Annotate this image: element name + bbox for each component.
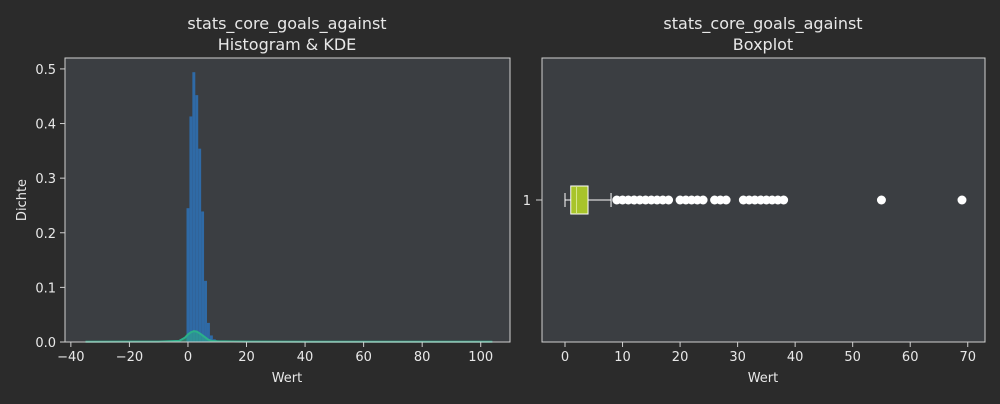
boxplot-elements [564,185,612,215]
histogram-bar [192,72,196,342]
boxplot-title-line1: stats_core_goals_against [663,14,862,34]
histogram-x-ticks: −40 −20 0 20 40 60 80 100 [57,342,493,365]
x-tick-label: 40 [297,350,314,365]
outlier-point [664,195,674,205]
histogram-y-label: Dichte [15,179,30,221]
outlier-point [721,195,731,205]
x-tick-label: 20 [238,350,255,365]
histogram-y-ticks: 0.0 0.1 0.2 0.3 0.4 0.5 [35,63,65,351]
histogram-x-label: Wert [272,371,303,386]
y-tick-label: 0.1 [35,281,56,296]
outlier-point [698,195,708,205]
x-tick-label: 40 [787,350,804,365]
x-tick-label: 60 [902,350,919,365]
histogram-bar [198,148,202,342]
y-tick-label: 0.2 [35,227,56,242]
histogram-panel: stats_core_goals_against Histogram & KDE… [15,14,511,386]
y-tick-label: 0.3 [35,172,56,187]
boxplot-frame [541,57,986,343]
y-tick-label: 0.5 [35,63,56,78]
outlier-point [957,195,967,205]
boxplot-title-line2: Boxplot [733,35,793,54]
outlier-point [779,195,789,205]
boxplot-outliers [612,195,967,205]
boxplot-x-ticks: 0 10 20 30 40 50 60 70 [561,342,976,365]
x-tick-label: 100 [468,350,493,365]
x-tick-label: 0 [561,350,569,365]
kde-area [85,331,493,342]
histogram-bar [201,211,205,342]
histogram-bar [204,280,207,342]
x-tick-label: 20 [672,350,689,365]
histogram-title-line1: stats_core_goals_against [187,14,386,34]
histogram-bar [195,95,199,342]
x-tick-label: 10 [614,350,631,365]
histogram-axes [65,58,510,342]
x-tick-label: −20 [116,350,143,365]
x-tick-label: 70 [959,350,976,365]
boxplot-panel: stats_core_goals_against Boxplot 0 10 20 30… [523,14,986,386]
boxplot-category-label: 1 [523,194,531,209]
y-tick-label: 0.0 [35,336,56,351]
boxplot-x-label: Wert [748,371,779,386]
x-tick-label: 0 [184,350,192,365]
histogram-bar [189,116,193,342]
x-tick-label: −40 [57,350,84,365]
iqr-box [570,185,589,215]
x-tick-label: 60 [355,350,372,365]
histogram-bar [206,322,210,342]
boxplot-y-ticks: 1 [523,194,542,209]
y-tick-label: 0.4 [35,118,56,133]
histogram-bar [209,335,213,342]
histogram-frame [64,57,511,343]
histogram-bar [186,208,190,342]
outlier-point [876,195,886,205]
x-tick-label: 50 [844,350,861,365]
histogram-bars [85,72,493,342]
histogram-title-line2: Histogram & KDE [218,35,357,54]
x-tick-label: 30 [729,350,746,365]
x-tick-label: 80 [414,350,431,365]
